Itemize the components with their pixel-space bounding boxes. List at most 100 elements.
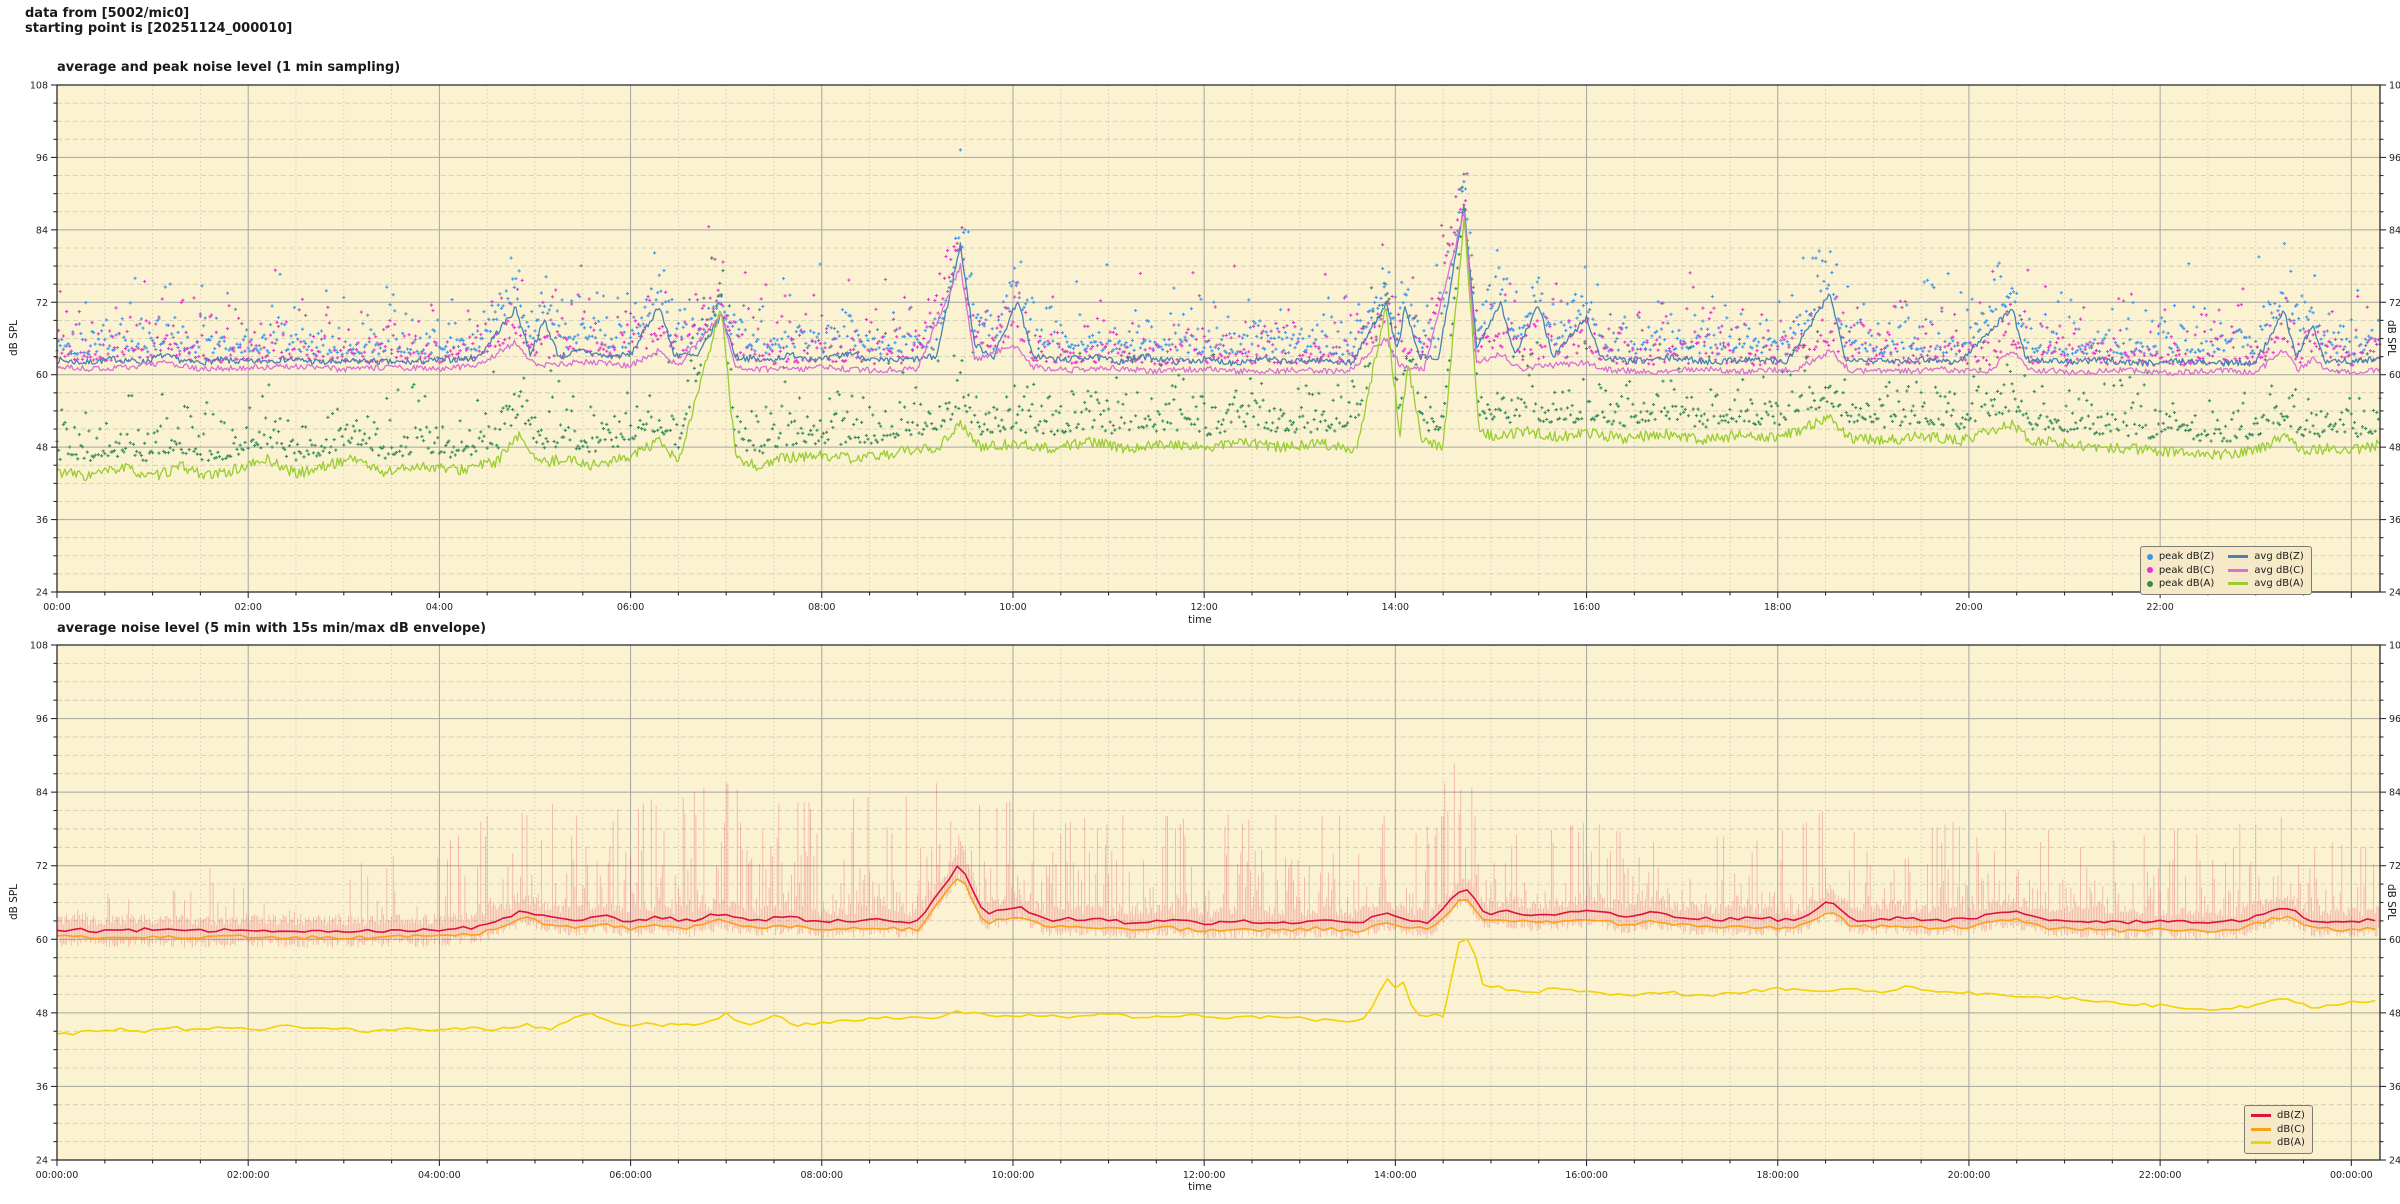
x-tick-label: 04:00:00 [418, 1170, 461, 1181]
line-db-z- [56, 865, 2376, 934]
chart2-title: average noise level (5 min with 15s min/… [57, 621, 487, 636]
y-tick-label-left: 108 [30, 641, 48, 652]
x-tick-label: 16:00:00 [1565, 1170, 1608, 1181]
y-tick-label-right: 108 [2389, 81, 2400, 92]
y-tick-label-left: 60 [36, 370, 48, 381]
x-tick-label: 16:00 [1573, 602, 1600, 613]
legend-item: avg dB(Z) [2228, 550, 2304, 564]
line-avg-db-z- [56, 204, 2381, 367]
line-db-c- [56, 878, 2376, 940]
x-tick-label: 00:00:00 [36, 1170, 79, 1181]
y-tick-label-right: 60 [2389, 935, 2400, 946]
x-tick-label: 08:00 [808, 602, 835, 613]
legend-row: peak dB(Z) avg dB(Z) [2146, 550, 2304, 564]
y-tick-label-right: 96 [2389, 714, 2400, 725]
legend-item: avg dB(A) [2228, 577, 2304, 591]
y-tick-label-left: 60 [36, 935, 48, 946]
x-tick-label: 14:00 [1382, 602, 1409, 613]
header-line1: data from [5002/mic0] [25, 6, 190, 21]
chart1-legend: peak dB(Z) avg dB(Z) peak dB(C) avg dB(C) pe… [2139, 546, 2312, 595]
legend-line-marker [2228, 582, 2249, 586]
legend-item: dB(Z) [2251, 1109, 2305, 1123]
y-tick-label-right: 84 [2389, 225, 2400, 236]
x-tick-label: 00:00 [43, 602, 70, 613]
legend-label: dB(Z) [2277, 1110, 2305, 1121]
legend-label: peak dB(C) [2158, 564, 2215, 576]
legend-row: peak dB(A) avg dB(A) [2146, 577, 2304, 591]
line-db-a- [56, 938, 2376, 1036]
legend-item: dB(C) [2251, 1123, 2305, 1137]
chart1-title: average and peak noise level (1 min samp… [57, 60, 401, 75]
x-tick-label: 22:00:00 [2139, 1170, 2182, 1181]
legend-line-marker [2251, 1127, 2271, 1131]
y-tick-label-left: 108 [30, 81, 48, 92]
x-tick-label: 00:00:00 [2330, 1170, 2373, 1181]
x-tick-label: 02:00:00 [227, 1170, 270, 1181]
x-tick-label: 20:00 [1955, 602, 1982, 613]
legend-line-marker [2228, 555, 2249, 559]
y-tick-label-right: 96 [2389, 153, 2400, 164]
y-tick-label-right: 36 [2389, 515, 2400, 526]
x-tick-label: 14:00:00 [1374, 1170, 1417, 1181]
legend-dot-marker [2146, 580, 2153, 587]
chart1-yaxis-label-left: dB SPL [8, 319, 20, 357]
legend-label: avg dB(Z) [2254, 551, 2304, 562]
legend-row: peak dB(C) avg dB(C) [2146, 564, 2304, 578]
x-tick-label: 04:00 [426, 602, 453, 613]
y-tick-label-right: 24 [2389, 1156, 2400, 1167]
legend-dot-marker [2146, 567, 2153, 574]
x-tick-label: 10:00 [999, 602, 1026, 613]
x-tick-label: 02:00 [234, 602, 261, 613]
x-tick-label: 20:00:00 [1948, 1170, 1991, 1181]
header-line2: starting point is [20251124_000010] [25, 21, 293, 36]
x-tick-label: 06:00:00 [609, 1170, 652, 1181]
legend-line-marker [2228, 568, 2249, 572]
x-tick-label: 18:00:00 [1756, 1170, 1799, 1181]
chart1-xaxis-label: time [1188, 614, 1212, 626]
x-tick-label: 08:00:00 [800, 1170, 843, 1181]
x-tick-label: 18:00 [1764, 602, 1791, 613]
legend-label: peak dB(A) [2158, 578, 2215, 589]
line-avg-db-a- [56, 218, 2381, 482]
legend-label: dB(A) [2277, 1137, 2305, 1148]
y-tick-label-left: 24 [36, 588, 48, 599]
y-tick-label-left: 36 [36, 1082, 48, 1093]
legend-item: peak dB(A) [2146, 577, 2215, 591]
y-tick-label-right: 48 [2389, 443, 2400, 454]
chart2-yaxis-label-right: dB SPL [2385, 883, 2397, 921]
y-tick-label-right: 36 [2389, 1082, 2400, 1093]
y-tick-label-left: 84 [36, 225, 48, 236]
y-tick-label-left: 84 [36, 788, 48, 799]
x-tick-label: 10:00:00 [992, 1170, 1035, 1181]
line-avg-db-c- [56, 211, 2381, 377]
x-tick-label: 12:00:00 [1183, 1170, 1226, 1181]
legend-row: dB(C) [2251, 1123, 2305, 1137]
y-tick-label-right: 72 [2389, 298, 2400, 309]
chart2-xaxis-label: time [1188, 1181, 1212, 1193]
y-tick-label-left: 96 [36, 153, 48, 164]
y-tick-label-right: 84 [2389, 788, 2400, 799]
legend-row: dB(A) [2251, 1136, 2305, 1150]
chart2-yaxis-label-left: dB SPL [8, 883, 20, 921]
legend-label: dB(C) [2277, 1123, 2305, 1135]
y-tick-label-left: 72 [36, 298, 48, 309]
x-tick-label: 06:00 [617, 602, 644, 613]
legend-label: avg dB(A) [2254, 578, 2304, 589]
legend-dot-marker [2146, 553, 2153, 560]
chart1-yaxis-label-right: dB SPL [2385, 319, 2397, 357]
legend-row: dB(Z) [2251, 1109, 2305, 1123]
y-tick-label-right: 24 [2389, 588, 2400, 599]
y-tick-label-left: 96 [36, 714, 48, 725]
x-tick-label: 12:00 [1190, 602, 1217, 613]
y-tick-label-right: 48 [2389, 1008, 2400, 1019]
legend-item: dB(A) [2251, 1136, 2305, 1150]
y-tick-label-left: 36 [36, 515, 48, 526]
legend-item: avg dB(C) [2228, 564, 2304, 578]
legend-label: peak dB(Z) [2158, 551, 2215, 562]
y-tick-label-left: 24 [36, 1156, 48, 1167]
y-tick-label-left: 48 [36, 443, 48, 454]
y-tick-label-right: 72 [2389, 861, 2400, 872]
chart2-legend: dB(Z) dB(C) dB(A) [2244, 1105, 2313, 1154]
legend-line-marker [2251, 1141, 2271, 1145]
